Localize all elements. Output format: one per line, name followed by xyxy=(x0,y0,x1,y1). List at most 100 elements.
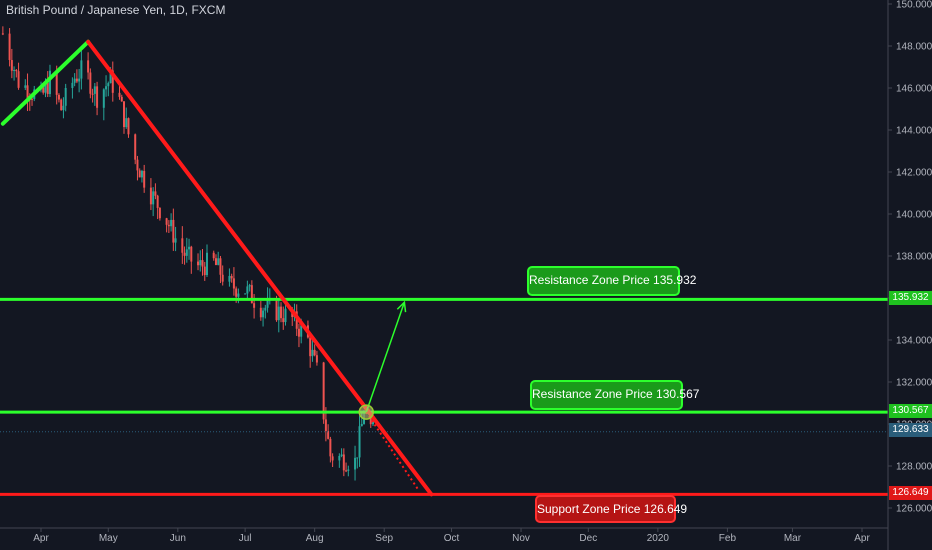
candle-body xyxy=(237,293,240,297)
candle-body xyxy=(93,86,96,94)
candle-body xyxy=(197,261,200,266)
candle xyxy=(358,415,361,467)
y-tick-label: 146.000 xyxy=(896,84,932,95)
candle xyxy=(230,273,233,283)
candle xyxy=(183,246,186,265)
candle xyxy=(64,83,67,112)
candle-body xyxy=(329,438,332,457)
candle-body xyxy=(125,118,128,128)
candle xyxy=(127,117,130,138)
candle xyxy=(91,88,94,103)
candle-body xyxy=(345,470,348,472)
candle xyxy=(105,75,108,97)
candle xyxy=(170,213,173,232)
candle-body xyxy=(118,92,121,97)
downtrend-trendline xyxy=(86,39,434,497)
candle-body xyxy=(13,69,16,71)
candle-body xyxy=(262,310,265,318)
candle-body xyxy=(149,187,152,205)
candle xyxy=(322,361,325,424)
candle-body xyxy=(31,98,34,100)
candle-body xyxy=(369,417,372,425)
candle-body xyxy=(205,252,208,276)
candle-body xyxy=(26,85,29,99)
candle-body xyxy=(102,89,105,108)
candle-body xyxy=(356,457,359,459)
candle-body xyxy=(253,303,256,308)
candle xyxy=(277,299,280,333)
candle-body xyxy=(311,349,314,357)
candle xyxy=(136,155,139,181)
candle-body xyxy=(73,78,76,83)
candle-body xyxy=(122,101,125,128)
candle xyxy=(181,226,184,264)
x-tick-label: Nov xyxy=(512,533,530,544)
x-tick-label: Aug xyxy=(306,533,324,544)
candle-body xyxy=(188,246,191,250)
candle xyxy=(190,245,193,274)
candle-body xyxy=(275,298,278,321)
candle xyxy=(167,220,170,233)
candle-body xyxy=(78,78,81,82)
candle xyxy=(342,448,345,477)
candle-body xyxy=(324,419,327,432)
y-tick-label: 126.000 xyxy=(896,504,932,515)
support-zone-label[interactable]: Support Zone Price 126.649 xyxy=(535,495,687,523)
candle-body xyxy=(264,307,267,311)
projection-arrow-head xyxy=(396,300,407,313)
candle-body xyxy=(64,87,67,106)
candle-body xyxy=(80,60,83,79)
resistance-zone-label-lower[interactable]: Resistance Zone Price 130.567 xyxy=(530,380,699,410)
candle-body xyxy=(327,431,330,439)
candle-body xyxy=(183,252,186,256)
candle xyxy=(297,323,300,348)
candle-body xyxy=(96,86,99,108)
candle xyxy=(122,101,125,134)
candle-body xyxy=(363,417,366,424)
dotted-projection xyxy=(365,411,419,490)
candle-body xyxy=(138,170,141,178)
candle-body xyxy=(201,260,204,267)
candle xyxy=(96,81,99,116)
candle xyxy=(71,77,74,99)
candle-body xyxy=(277,306,280,321)
candle-body xyxy=(244,293,247,295)
candle xyxy=(1,26,4,36)
candle xyxy=(205,244,208,277)
candle xyxy=(268,288,271,305)
candle-body xyxy=(134,134,137,160)
candle xyxy=(125,107,128,129)
candle-body xyxy=(167,224,170,227)
candle xyxy=(280,302,283,323)
candle xyxy=(93,83,96,106)
candle xyxy=(244,293,247,295)
candle-body xyxy=(322,362,325,420)
y-tick-label: 138.000 xyxy=(896,252,932,263)
candle-body xyxy=(282,318,285,323)
candle xyxy=(199,250,202,272)
candle-body xyxy=(75,78,78,82)
uptrend-trendline xyxy=(0,39,91,126)
candle-body xyxy=(217,258,220,265)
x-tick-label: Sep xyxy=(375,533,393,544)
candle-body xyxy=(91,93,94,95)
candle xyxy=(340,448,343,458)
candle-body xyxy=(259,307,262,318)
candle xyxy=(309,332,312,368)
price-tag-resistance-upper: 135.932 xyxy=(889,291,932,305)
candle xyxy=(140,169,143,183)
candle xyxy=(259,301,262,321)
candle xyxy=(248,283,251,292)
resistance-zone-label-upper[interactable]: Resistance Zone Price 135.932 xyxy=(527,266,696,296)
candle xyxy=(327,424,330,440)
x-tick-label: Oct xyxy=(444,533,460,544)
candle xyxy=(87,52,90,80)
candle-body xyxy=(371,421,374,425)
candle-body xyxy=(107,83,110,87)
candle-body xyxy=(55,70,58,95)
candle-body xyxy=(309,337,312,357)
candle-body xyxy=(172,219,175,243)
candle xyxy=(78,68,81,93)
price-tag-support: 126.649 xyxy=(889,486,932,500)
